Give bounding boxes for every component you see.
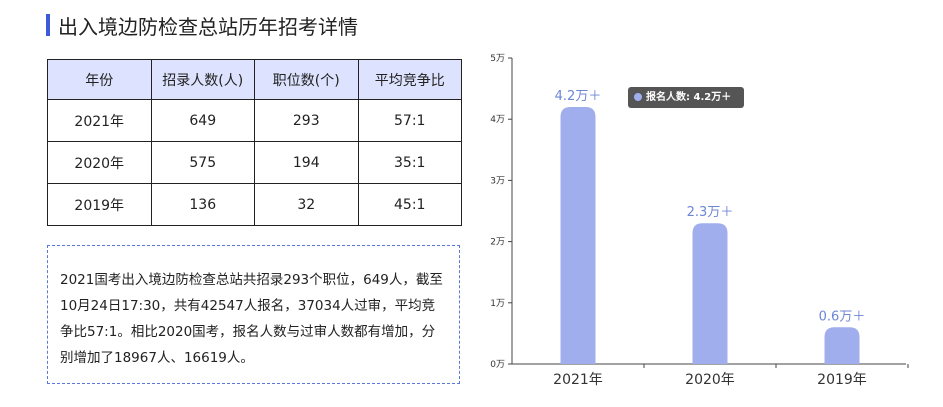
y-tick-label: 4万 (490, 115, 505, 125)
title-accent-bar (46, 14, 50, 36)
table-cell: 57:1 (357, 99, 462, 142)
x-tick-label: 2019年 (817, 372, 867, 388)
y-tick-label: 0万 (490, 360, 505, 370)
table-cell: 136 (150, 183, 255, 226)
table-cell: 32 (254, 183, 359, 226)
table-cell: 575 (150, 141, 255, 184)
bar-2021年 (560, 106, 596, 365)
table-cell: 2021年 (47, 99, 152, 142)
chart-tooltip: 报名人数: 4.2万＋ (628, 87, 744, 108)
table-cell: 45:1 (357, 183, 462, 226)
legend-dot-icon (634, 93, 642, 101)
y-tick-label: 3万 (490, 176, 505, 186)
page-title: 出入境边防检查总站历年招考详情 (58, 15, 358, 39)
bar-2019年 (824, 327, 860, 364)
table-cell: 35:1 (357, 141, 462, 184)
x-tick-label: 2020年 (685, 372, 735, 388)
y-tick-label: 2万 (490, 238, 505, 248)
table-row: 2019年 136 32 45:1 (47, 183, 462, 226)
header-year: 年份 (47, 59, 152, 100)
stats-table: 年份 招录人数(人) 职位数(个) 平均竞争比 2021年 649 293 57… (47, 59, 462, 226)
x-tick-label: 2021年 (553, 372, 603, 388)
table-cell: 2020年 (47, 141, 152, 184)
table-cell: 293 (254, 99, 359, 142)
header-recruits: 招录人数(人) (150, 59, 255, 100)
tooltip-text: 报名人数: 4.2万＋ (646, 92, 732, 103)
summary-note: 2021国考出入境边防检查总站共招录293个职位，649人，截至10月24日17… (47, 245, 460, 384)
data-label: 2.3万＋ (687, 205, 734, 220)
table-cell: 194 (254, 141, 359, 184)
header-positions: 职位数(个) (254, 59, 359, 100)
table-cell: 649 (150, 99, 255, 142)
y-tick-label: 5万 (490, 54, 505, 64)
data-label: 4.2万＋ (555, 89, 602, 104)
table-cell: 2019年 (47, 183, 152, 226)
bar-chart: 0万 1万 2万 3万 4万 5万 4.2万＋ 2021年 2.3万＋ 2020年 0.6万＋ 201… (490, 54, 909, 388)
header-ratio: 平均竞争比 (357, 59, 462, 100)
y-tick-label: 1万 (490, 299, 505, 309)
data-label: 0.6万＋ (819, 309, 866, 324)
table-row: 2020年 575 194 35:1 (47, 141, 462, 184)
table-row: 2021年 649 293 57:1 (47, 99, 462, 142)
bar-2020年 (692, 223, 728, 364)
table-header-row: 年份 招录人数(人) 职位数(个) 平均竞争比 (47, 59, 462, 100)
